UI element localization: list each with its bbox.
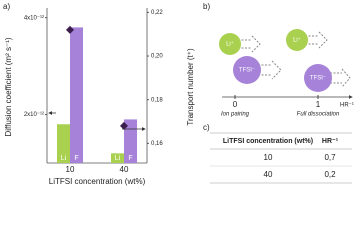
panel-label: b) xyxy=(203,2,210,11)
diamond-marker xyxy=(120,121,128,130)
y2-axis-title: Transport number (t⁺) xyxy=(186,48,195,126)
arrow-outline xyxy=(318,31,328,49)
li-ion xyxy=(286,29,308,51)
y2-tick-label: 0,20 xyxy=(151,54,163,60)
li-label: Li⁺ xyxy=(226,41,234,48)
y2-tick-label: 0,22 xyxy=(151,10,163,16)
bar xyxy=(57,124,70,163)
li-ion xyxy=(219,33,241,55)
axis-label: HR⁻¹ xyxy=(340,103,354,109)
figure: a) Diffusion coefficient (m² s⁻¹) Transp… xyxy=(3,2,354,186)
panel-label: c) xyxy=(203,123,210,132)
tfsi-label: TFSI⁻ xyxy=(239,68,255,74)
y-tick-label: 4x10⁻¹² xyxy=(24,15,44,21)
arrow-outline xyxy=(341,68,351,88)
x-tick-label: 10 xyxy=(66,165,75,174)
tick-label: 0 xyxy=(233,100,238,109)
ion-pairing-label: Ion pairing xyxy=(221,112,250,118)
bar-label: F xyxy=(74,155,78,162)
bar-label: Li xyxy=(61,155,67,162)
arrow-outline xyxy=(238,39,252,49)
arrow-outline xyxy=(251,35,261,53)
table-cell: 0,7 xyxy=(324,153,336,162)
bar xyxy=(70,27,83,163)
arrow-outline xyxy=(330,72,342,84)
full-dissociation-label: Full dissociation xyxy=(297,112,340,118)
arrow-outline xyxy=(305,35,319,45)
y2-tick-label: 0,18 xyxy=(151,97,163,103)
table-cell: 40 xyxy=(264,170,273,179)
diamond-marker xyxy=(66,25,74,34)
y-tick-label: 2x10⁻¹² xyxy=(24,112,44,118)
table-header: LiTFSI concentration (wt%) xyxy=(223,138,313,145)
tfsi-ion xyxy=(233,56,261,84)
x-axis-title: LiTFSI concentration (wt%) xyxy=(49,177,146,186)
bar-label: F xyxy=(128,155,132,162)
x-tick-label: 40 xyxy=(120,165,129,174)
panel-label: a) xyxy=(3,2,10,11)
tfsi-ion xyxy=(304,64,332,92)
bar-label: Li xyxy=(115,155,121,162)
table-cell: 0,2 xyxy=(324,170,336,179)
tfsi-label: TFSI⁻ xyxy=(310,76,326,82)
arrow-outline xyxy=(258,64,272,76)
li-label: Li⁺ xyxy=(293,37,301,44)
y2-tick-label: 0,16 xyxy=(151,141,163,147)
bar xyxy=(124,119,137,163)
y-axis-title: Diffusion coefficient (m² s⁻¹) xyxy=(4,37,13,136)
tick-label: 1 xyxy=(316,100,321,109)
arrow-outline xyxy=(271,60,282,80)
table-header: HR⁻¹ xyxy=(322,138,339,145)
table-cell: 10 xyxy=(264,153,273,162)
bar xyxy=(111,153,124,163)
